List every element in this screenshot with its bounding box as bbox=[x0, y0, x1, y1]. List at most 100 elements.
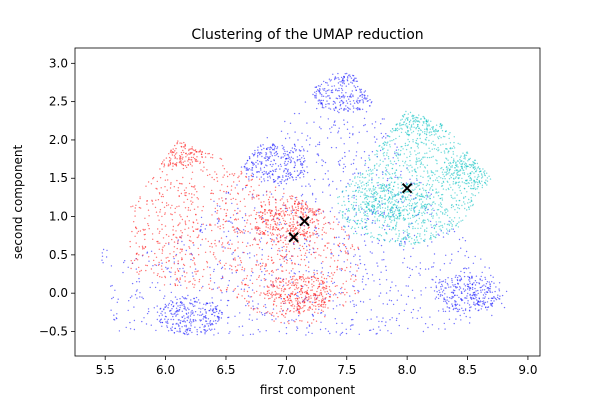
data-point bbox=[260, 176, 262, 178]
data-point bbox=[297, 287, 300, 289]
data-point bbox=[266, 212, 268, 214]
data-point bbox=[421, 222, 423, 224]
data-point bbox=[463, 163, 466, 166]
data-point bbox=[387, 135, 389, 137]
data-point bbox=[437, 297, 440, 300]
data-point bbox=[437, 233, 439, 235]
data-point bbox=[197, 206, 199, 208]
data-point bbox=[407, 327, 409, 330]
data-point bbox=[245, 173, 248, 175]
data-point bbox=[252, 196, 254, 198]
data-point bbox=[293, 161, 296, 163]
data-point bbox=[303, 228, 305, 231]
data-point bbox=[244, 297, 246, 300]
data-point bbox=[417, 232, 419, 235]
data-point bbox=[477, 292, 479, 295]
data-point bbox=[349, 132, 351, 134]
data-point bbox=[390, 162, 392, 165]
data-point bbox=[179, 252, 181, 254]
data-point bbox=[192, 304, 194, 306]
data-point bbox=[345, 108, 347, 110]
data-point bbox=[403, 121, 405, 124]
data-point bbox=[374, 141, 377, 143]
data-point bbox=[322, 227, 324, 229]
data-point bbox=[174, 144, 176, 147]
data-point bbox=[304, 101, 307, 103]
data-point bbox=[265, 164, 267, 166]
data-point bbox=[352, 126, 354, 128]
data-point bbox=[460, 291, 463, 293]
data-point bbox=[311, 332, 313, 335]
data-point bbox=[117, 298, 119, 300]
data-point bbox=[450, 194, 452, 197]
data-point bbox=[199, 311, 202, 313]
data-point bbox=[385, 137, 387, 139]
data-point bbox=[366, 130, 368, 133]
data-point bbox=[181, 232, 183, 234]
data-point bbox=[385, 269, 387, 271]
data-point bbox=[455, 318, 457, 320]
data-point bbox=[275, 318, 277, 320]
data-point bbox=[186, 319, 188, 322]
data-point bbox=[429, 203, 431, 206]
data-point bbox=[474, 295, 476, 297]
data-point bbox=[191, 171, 194, 173]
data-point bbox=[183, 271, 185, 273]
data-point bbox=[254, 152, 256, 154]
data-point bbox=[258, 184, 260, 186]
data-point bbox=[334, 77, 336, 79]
data-point bbox=[431, 184, 434, 186]
data-point bbox=[303, 208, 305, 210]
data-point bbox=[306, 296, 308, 299]
data-point bbox=[188, 239, 191, 242]
data-point bbox=[256, 221, 258, 224]
data-point bbox=[185, 152, 187, 154]
data-point bbox=[252, 162, 254, 164]
data-point bbox=[289, 257, 291, 260]
data-point bbox=[339, 304, 341, 306]
data-point bbox=[256, 254, 258, 256]
data-point bbox=[302, 277, 305, 279]
data-point bbox=[226, 209, 229, 211]
data-point bbox=[355, 204, 357, 207]
data-point bbox=[165, 234, 168, 236]
data-point bbox=[426, 170, 429, 172]
data-point bbox=[390, 207, 392, 210]
data-point bbox=[349, 328, 352, 330]
data-point bbox=[212, 320, 215, 322]
data-point bbox=[420, 227, 422, 229]
data-point bbox=[409, 178, 411, 180]
data-point bbox=[308, 209, 310, 211]
data-point bbox=[181, 320, 184, 323]
data-point bbox=[175, 230, 177, 232]
data-point bbox=[428, 139, 430, 142]
data-point bbox=[314, 201, 317, 203]
data-point bbox=[327, 170, 329, 172]
data-point bbox=[431, 209, 433, 211]
data-point bbox=[474, 293, 476, 295]
data-point bbox=[306, 231, 308, 233]
data-point bbox=[179, 214, 181, 216]
data-point bbox=[169, 151, 172, 153]
data-point bbox=[466, 295, 468, 297]
data-point bbox=[404, 144, 407, 147]
data-point bbox=[470, 200, 472, 202]
data-point bbox=[307, 321, 309, 323]
data-point bbox=[170, 291, 172, 294]
data-point bbox=[189, 247, 191, 249]
data-point bbox=[317, 143, 319, 146]
data-point bbox=[474, 298, 476, 300]
data-point bbox=[285, 258, 288, 261]
data-point bbox=[440, 203, 443, 206]
data-point bbox=[381, 137, 383, 139]
data-point bbox=[286, 246, 288, 248]
data-point bbox=[285, 206, 287, 208]
data-point bbox=[189, 329, 191, 331]
data-point bbox=[268, 157, 270, 160]
data-point bbox=[426, 183, 429, 185]
data-point bbox=[388, 158, 390, 160]
data-point bbox=[173, 261, 175, 263]
data-point bbox=[442, 173, 444, 176]
data-point bbox=[280, 182, 282, 185]
data-point bbox=[313, 251, 316, 254]
